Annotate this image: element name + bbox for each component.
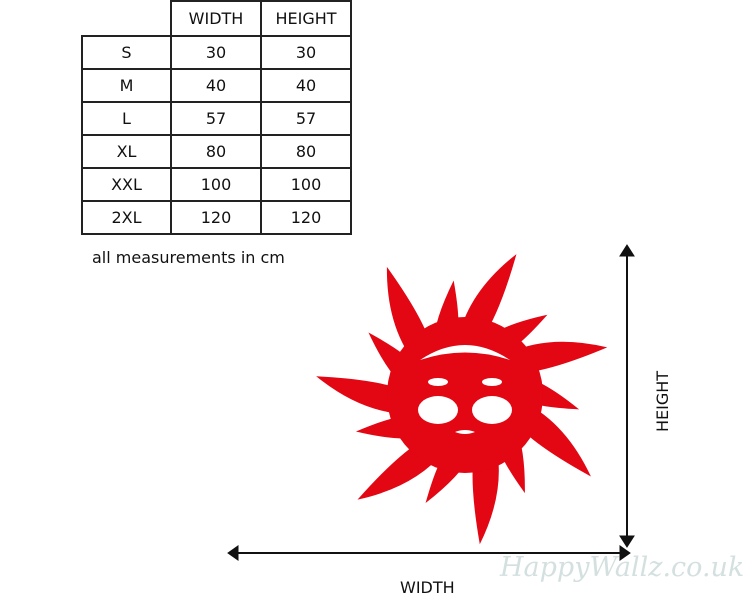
width-arrow (227, 545, 631, 561)
table-row: 2XL 120 120 (81, 200, 352, 235)
height-cell: 80 (260, 134, 352, 169)
size-cell: M (81, 68, 172, 103)
sun-eye (482, 378, 502, 386)
width-label: WIDTH (400, 578, 455, 597)
table-row: L 57 57 (81, 101, 352, 136)
height-arrow (619, 244, 635, 548)
sun-eye (428, 378, 448, 386)
sun-decal (316, 254, 608, 545)
table-row: S 30 30 (81, 35, 352, 70)
measurement-note: all measurements in cm (92, 248, 285, 267)
sun-cheek (418, 396, 458, 424)
width-cell: 30 (170, 35, 262, 70)
table-row: M 40 40 (81, 68, 352, 103)
table-row: XL 80 80 (81, 134, 352, 169)
sun-ray (459, 254, 517, 338)
size-table: WIDTH HEIGHT S 30 30 M 40 40 L 57 57 XL 80 80 XXL 100… (81, 0, 352, 235)
watermark-logo: HappyWallz.co.uk (500, 552, 745, 583)
sun-cheek (472, 396, 512, 424)
height-cell: 57 (260, 101, 352, 136)
table-header-width: WIDTH (170, 0, 262, 37)
size-cell: XXL (81, 167, 172, 202)
height-cell: 100 (260, 167, 352, 202)
size-cell: 2XL (81, 200, 172, 235)
width-cell: 120 (170, 200, 262, 235)
height-cell: 40 (260, 68, 352, 103)
height-label: HEIGHT (653, 370, 673, 433)
size-cell: XL (81, 134, 172, 169)
sun-face (387, 317, 543, 473)
size-cell: S (81, 35, 172, 70)
height-cell: 30 (260, 35, 352, 70)
height-cell: 120 (260, 200, 352, 235)
size-cell: L (81, 101, 172, 136)
table-header-height: HEIGHT (260, 0, 352, 37)
sun-mouth (455, 430, 475, 434)
width-cell: 100 (170, 167, 262, 202)
table-header-empty (82, 1, 172, 37)
width-cell: 40 (170, 68, 262, 103)
table-header-row: WIDTH HEIGHT (82, 0, 352, 37)
width-cell: 80 (170, 134, 262, 169)
sun-ray (316, 376, 409, 415)
table-row: XXL 100 100 (81, 167, 352, 202)
width-cell: 57 (170, 101, 262, 136)
sun-brow (420, 345, 510, 360)
